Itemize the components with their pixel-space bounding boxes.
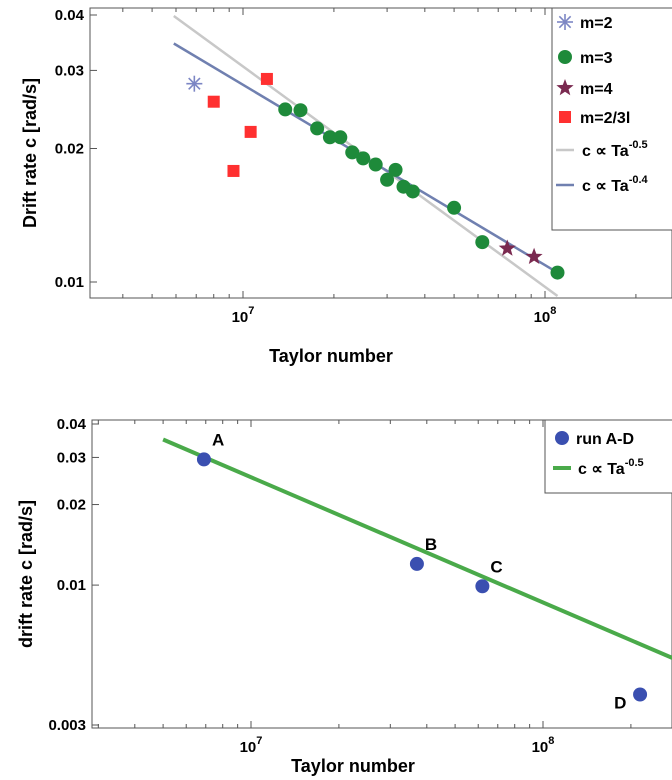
y-tick-label: 0.03 (57, 449, 86, 466)
legend-label: c ∝ Ta-0.4 (582, 174, 649, 195)
data-point (475, 579, 490, 594)
legend-marker (558, 50, 572, 64)
point-label: D (614, 694, 626, 713)
data-point (333, 130, 348, 145)
data-point (227, 164, 240, 177)
asterisk-stroke (188, 77, 201, 90)
y-tick-label: 0.003 (48, 717, 86, 734)
legend-label: c ∝ Ta-0.5 (582, 139, 648, 160)
point-label: C (490, 557, 502, 576)
legend: m=2m=3m=4m=2/3lc ∝ Ta-0.5c ∝ Ta-0.4 (551, 7, 672, 231)
legend-box (544, 419, 672, 494)
point-label: B (425, 535, 437, 554)
legend-label: run A-D (576, 431, 634, 448)
legend-label-text: c ∝ Ta (582, 143, 629, 160)
y-tick-label: 0.02 (55, 141, 84, 158)
data-point (550, 265, 565, 280)
data-point (345, 145, 360, 160)
y-tick-label: 0.04 (55, 7, 85, 24)
plot-frame (89, 7, 672, 299)
data-point (405, 184, 420, 199)
legend-label: c ∝ Ta-0.5 (578, 457, 644, 478)
x-axis-label: Taylor number (291, 756, 415, 776)
legend-label: m=2/3l (580, 110, 630, 127)
y-axis-label: drift rate c [rad/s] (16, 500, 36, 648)
y-tick-label: 0.01 (57, 577, 86, 594)
asterisk-stroke (558, 15, 572, 29)
y-tick-label: 0.01 (55, 274, 84, 291)
legend-label: m=2 (580, 15, 613, 32)
legend-label: m=3 (580, 50, 613, 67)
x-tick-exponent: 7 (248, 305, 254, 317)
data-point (207, 95, 220, 108)
x-tick-exponent: 8 (550, 305, 556, 317)
legend-marker (556, 79, 574, 96)
legend-label-exponent: -0.4 (629, 174, 649, 186)
legend-label-text: c ∝ Ta (582, 178, 629, 195)
legend-label-exponent: -0.5 (629, 139, 648, 151)
x-tick-base: 10 (240, 739, 257, 756)
x-tick-base: 10 (232, 309, 249, 326)
data-point (498, 239, 516, 256)
data-point (293, 103, 308, 118)
data-point (368, 157, 383, 172)
data-point (475, 235, 490, 250)
data-point (186, 75, 203, 92)
legend-label-exponent: -0.5 (625, 457, 644, 469)
x-tick-base: 10 (534, 309, 551, 326)
x-tick-label: 107 (240, 735, 263, 756)
data-point (380, 172, 395, 187)
x-tick-label: 107 (232, 305, 255, 326)
data-point (322, 130, 337, 145)
legend: run A-D c ∝ Ta-0.5 (544, 419, 672, 494)
y-tick-label: 0.02 (57, 497, 86, 514)
x-tick-exponent: 7 (256, 735, 262, 747)
x-tick-label: 108 (532, 735, 555, 756)
legend-marker (555, 431, 569, 445)
data-point (356, 151, 371, 166)
x-tick-exponent: 8 (548, 735, 554, 747)
data-point (260, 72, 273, 85)
plot-frame (91, 419, 672, 729)
legend-marker (557, 14, 573, 30)
data-point (447, 200, 462, 215)
x-axis-label: Taylor number (269, 346, 393, 366)
legend-box (551, 7, 672, 231)
point-label: A (212, 430, 224, 449)
legend-marker (559, 111, 571, 123)
x-tick-label: 108 (534, 305, 557, 326)
legend-label: m=4 (580, 81, 613, 98)
data-point (388, 162, 403, 177)
data-point (525, 247, 543, 264)
x-tick-base: 10 (532, 739, 549, 756)
data-point (244, 125, 257, 138)
data-point (633, 687, 648, 702)
data-point (409, 556, 424, 571)
fit-line (162, 437, 672, 660)
data-point (310, 121, 325, 136)
data-point (278, 102, 293, 117)
y-axis-label: Drift rate c [rad/s] (20, 78, 40, 228)
legend-label-text: c ∝ Ta (578, 461, 625, 478)
y-tick-label: 0.03 (55, 62, 84, 79)
data-point (196, 452, 211, 467)
y-tick-label: 0.04 (57, 416, 87, 433)
